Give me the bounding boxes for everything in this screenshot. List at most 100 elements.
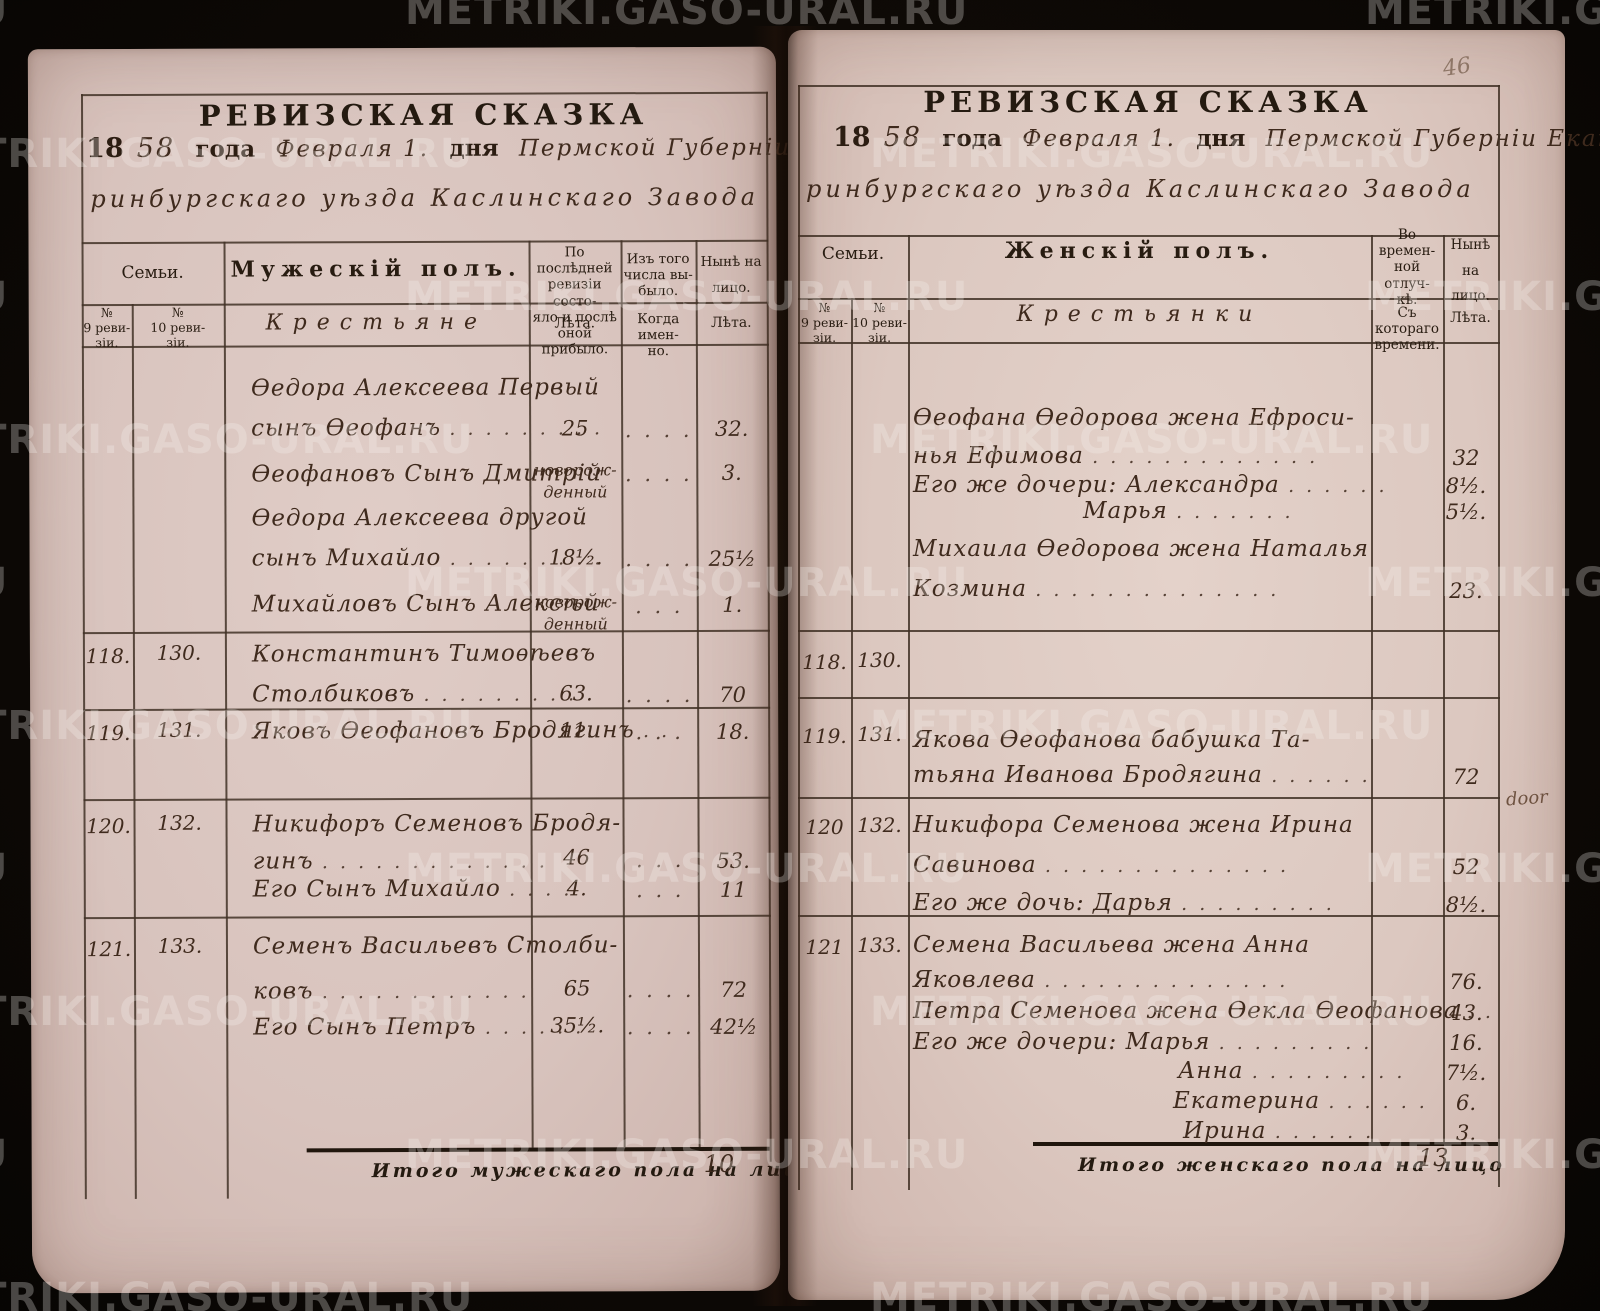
printed-dnya: дня bbox=[449, 134, 499, 162]
printed-goda: года bbox=[942, 125, 1002, 152]
heading-line-2: ринбургскаго уѣзда Каслинскаго Завода bbox=[90, 182, 760, 214]
watermark-text: METRIKI.GASO-URAL.RU bbox=[0, 274, 8, 320]
table-rule bbox=[1498, 85, 1500, 1187]
family-number-10th: 132. bbox=[157, 810, 202, 835]
table-rule bbox=[82, 629, 770, 635]
total-female-label: Итого женскаго пола на лицо bbox=[1078, 1154, 1505, 1176]
when-dots: . . . . bbox=[626, 1014, 695, 1040]
table-rule bbox=[1371, 235, 1373, 1142]
family-number-10th: 131. bbox=[857, 722, 902, 746]
family-number-9th: 118. bbox=[802, 650, 847, 674]
watermark-text: METRIKI.GASO-URAL.RU bbox=[0, 0, 8, 34]
family-number-9th: 118. bbox=[85, 643, 131, 669]
family-number-9th: 121. bbox=[86, 936, 132, 962]
column-header-departed: Изъ того числа вы- было. bbox=[623, 251, 693, 300]
age-now: 18. bbox=[715, 719, 750, 744]
heading-line-1: 18 58 года Февраля 1. дня Пермской Губерн… bbox=[833, 122, 1600, 153]
hand-year: 58 bbox=[136, 132, 176, 164]
when-dots: . . . bbox=[635, 720, 684, 745]
age-prev-revision: 63. bbox=[559, 681, 593, 706]
entry-line: Семена Васильева жена Анна bbox=[913, 932, 1310, 958]
column-header-peasants: Крестьяне bbox=[265, 309, 488, 336]
age-prev-revision: 46 bbox=[563, 845, 591, 870]
family-number-10th: 130. bbox=[156, 640, 202, 665]
hand-year: 58 bbox=[883, 122, 922, 153]
left-page: РЕВИЗСКАЯ СКАЗКА 18 58 года Февраля 1. дн… bbox=[27, 46, 900, 1294]
folio-number: 46 bbox=[1441, 53, 1473, 82]
entry-line: Якова Ѳеофанова бабушка Та- bbox=[913, 727, 1311, 753]
column-header-years: Лѣта. bbox=[554, 315, 596, 332]
entry-line: ковъ . . . . . . . . . . . . bbox=[253, 978, 530, 1005]
total-male-value: 10 bbox=[703, 1149, 735, 1178]
table-rule bbox=[798, 298, 1500, 300]
family-number-9th: 121 bbox=[805, 935, 844, 959]
age-now: 76. bbox=[1449, 970, 1483, 994]
heading-line-2: ринбургскаго уѣзда Каслинскаго Завода bbox=[806, 175, 1475, 203]
entry-line: Ирина . . . . . . bbox=[1183, 1118, 1375, 1144]
family-number-10th: 130. bbox=[857, 648, 902, 672]
family-number-10th: 133. bbox=[157, 933, 203, 958]
age-now: 3. bbox=[1455, 1121, 1477, 1145]
entry-line: Михаила Ѳедорова жена Наталья bbox=[913, 536, 1370, 562]
when-dots: . . . . bbox=[625, 546, 694, 572]
age-now: 5½. bbox=[1445, 500, 1487, 524]
entry-line: Анна . . . . . . . . . bbox=[1178, 1058, 1406, 1084]
column-header-peasants: Крестьянки bbox=[1016, 302, 1263, 327]
age-now: 43. bbox=[1449, 1001, 1483, 1025]
family-number-10th: 131. bbox=[156, 717, 202, 742]
column-header-revision10: № 10 реви- зіи. bbox=[852, 300, 907, 345]
watermark-text: METRIKI.GASO-URAL.RU bbox=[0, 846, 8, 892]
table-rule bbox=[131, 303, 137, 1199]
column-header-years: Лѣта. bbox=[710, 314, 752, 331]
family-number-9th: 119. bbox=[85, 720, 131, 746]
printed-goda: года bbox=[195, 135, 256, 163]
age-prev-revision: 25 bbox=[561, 416, 589, 441]
column-header-revision10: № 10 реви- зіи. bbox=[150, 304, 206, 350]
printed-year-prefix: 18 bbox=[86, 132, 124, 165]
table-rule bbox=[798, 797, 1500, 799]
hand-date: Февраля 1. bbox=[275, 135, 430, 163]
entry-line: Яковлева . . . . . . . . . . . . . . bbox=[913, 967, 1289, 993]
column-header-when: Когда имен- но. bbox=[637, 311, 680, 360]
table-rule bbox=[851, 298, 853, 1190]
table-rule bbox=[1443, 235, 1445, 1142]
column-header-years: Лѣта. bbox=[1450, 310, 1491, 326]
age-now: 1. bbox=[722, 592, 743, 617]
entry-line: Ѳедора Алексеева Первый bbox=[250, 374, 600, 402]
age-now: 6. bbox=[1455, 1091, 1477, 1115]
age-now: 70 bbox=[719, 682, 746, 707]
table-rule bbox=[798, 342, 1500, 344]
table-rule bbox=[908, 235, 910, 1190]
footer-rule bbox=[1033, 1142, 1498, 1146]
page-title: РЕВИЗСКАЯ СКАЗКА bbox=[923, 85, 1373, 119]
family-number-10th: 133. bbox=[857, 933, 902, 957]
age-now: 53. bbox=[716, 848, 750, 873]
when-dots: . . . bbox=[635, 594, 684, 619]
watermark-text: METRIKI.GASO-URAL.RU bbox=[405, 0, 969, 34]
column-header-revision9: № 9 реви- зіи. bbox=[83, 305, 131, 351]
when-dots: . . . . bbox=[626, 977, 695, 1003]
entry-line: Козмина . . . . . . . . . . . . . . bbox=[913, 576, 1280, 602]
column-header-since: Съ котораго времени. bbox=[1374, 305, 1440, 354]
age-now: 25½ bbox=[708, 546, 756, 571]
age-now: 3. bbox=[721, 460, 742, 485]
age-prev-revision: 65 bbox=[563, 976, 591, 1001]
entry-line: Екатерина . . . . . . bbox=[1173, 1088, 1428, 1114]
entry-line: Ѳеофана Ѳедорова жена Ефроси- bbox=[913, 405, 1355, 431]
age-now: 16. bbox=[1449, 1031, 1483, 1055]
age-now: 72 bbox=[1452, 765, 1480, 789]
family-number-10th: 132. bbox=[857, 813, 902, 837]
column-header-revision9: № 9 реви- зіи. bbox=[801, 300, 848, 345]
when-dots: . . . . bbox=[624, 417, 693, 443]
age-prev-revision: 18½. bbox=[548, 545, 603, 570]
column-header-prev-revision: По послѣдней ревизіи состо- яло и послѣ … bbox=[532, 244, 617, 358]
page-title: РЕВИЗСКАЯ СКАЗКА bbox=[198, 97, 649, 133]
family-number-9th: 120. bbox=[86, 813, 131, 839]
entry-line: Ѳедора Алексеева другой bbox=[251, 504, 589, 532]
column-header-family: Семьи. bbox=[821, 244, 885, 264]
table-rule bbox=[83, 706, 771, 712]
footer-rule bbox=[306, 1146, 770, 1153]
age-prev-revision: 4. bbox=[566, 876, 587, 901]
age-prev-revision: 35½. bbox=[550, 1013, 605, 1038]
